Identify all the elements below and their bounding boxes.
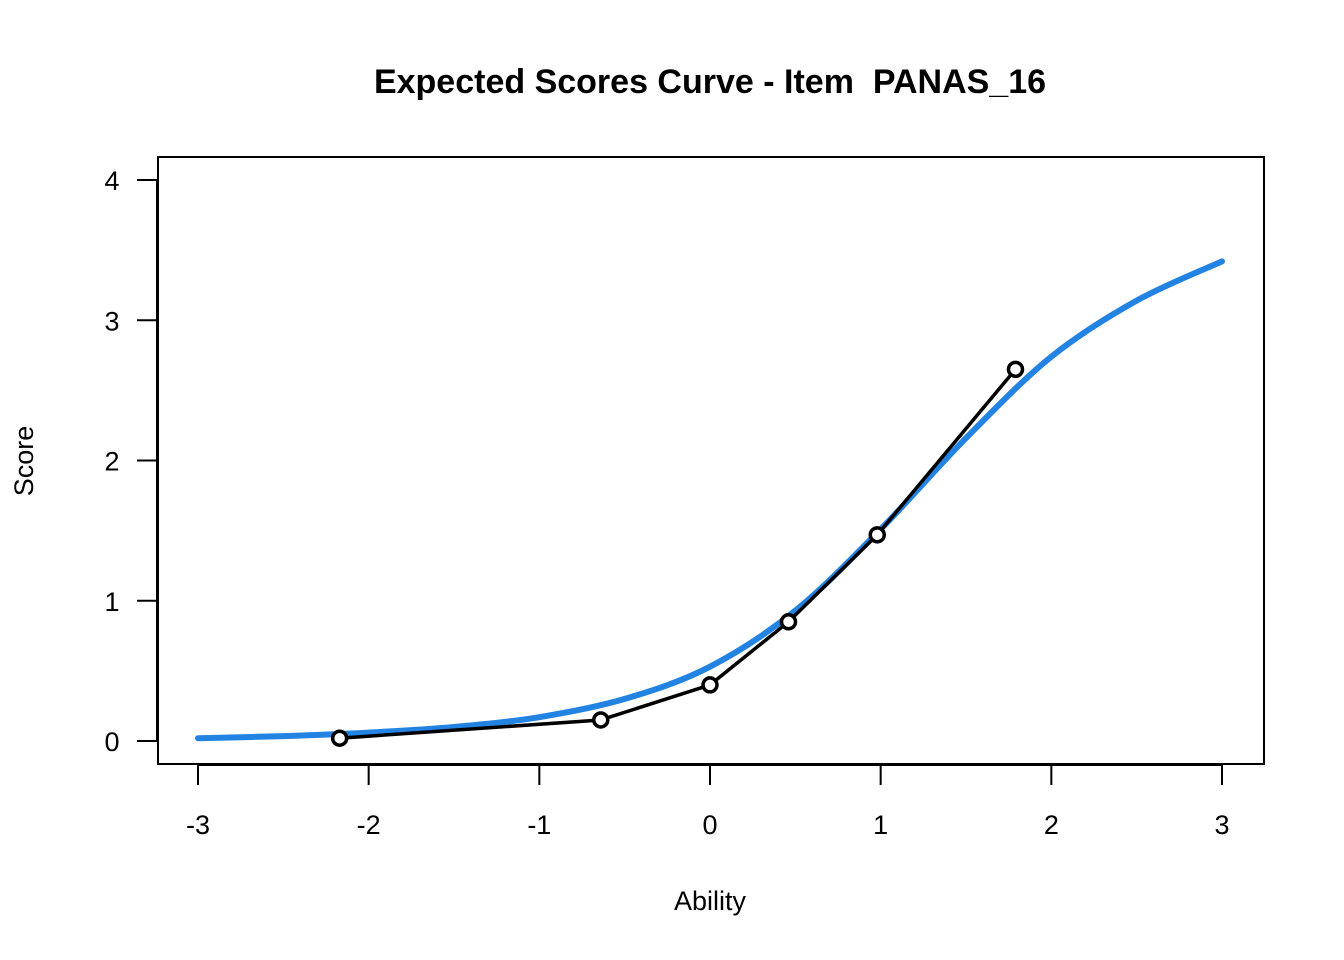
x-tick-label: 0: [702, 810, 717, 840]
x-axis-label: Ability: [674, 886, 747, 916]
x-tick-label: 2: [1044, 810, 1059, 840]
observed-score-point: [1006, 360, 1025, 379]
expected-score-curve: [195, 258, 1225, 742]
y-axis-label: Score: [9, 426, 39, 497]
y-tick-label: 3: [104, 306, 119, 336]
observed-score-point: [868, 526, 887, 544]
x-tick-label: -3: [186, 810, 210, 840]
y-tick-label: 4: [104, 166, 119, 196]
observed-score-point: [330, 729, 349, 747]
y-tick-label: 0: [104, 727, 119, 757]
series-layer: [195, 258, 1225, 747]
y-tick-label: 1: [104, 587, 119, 617]
x-axis: -3 -2 -1 0 1 2 3: [186, 764, 1230, 840]
observed-score-point: [779, 613, 798, 631]
y-tick-label: 2: [104, 447, 119, 477]
x-tick-label: 1: [873, 810, 888, 840]
chart-title: Expected Scores Curve - Item PANAS_16: [374, 63, 1046, 101]
y-axis: 0 1 2 3 4: [104, 166, 158, 757]
plot-frame: [157, 156, 1265, 765]
x-tick-label: -1: [527, 810, 551, 840]
observed-score-point: [701, 676, 719, 694]
observed-score-point: [592, 711, 610, 729]
x-tick-label: 3: [1214, 810, 1229, 840]
x-tick-label: -2: [357, 810, 381, 840]
observed-score-line: [339, 368, 1017, 740]
